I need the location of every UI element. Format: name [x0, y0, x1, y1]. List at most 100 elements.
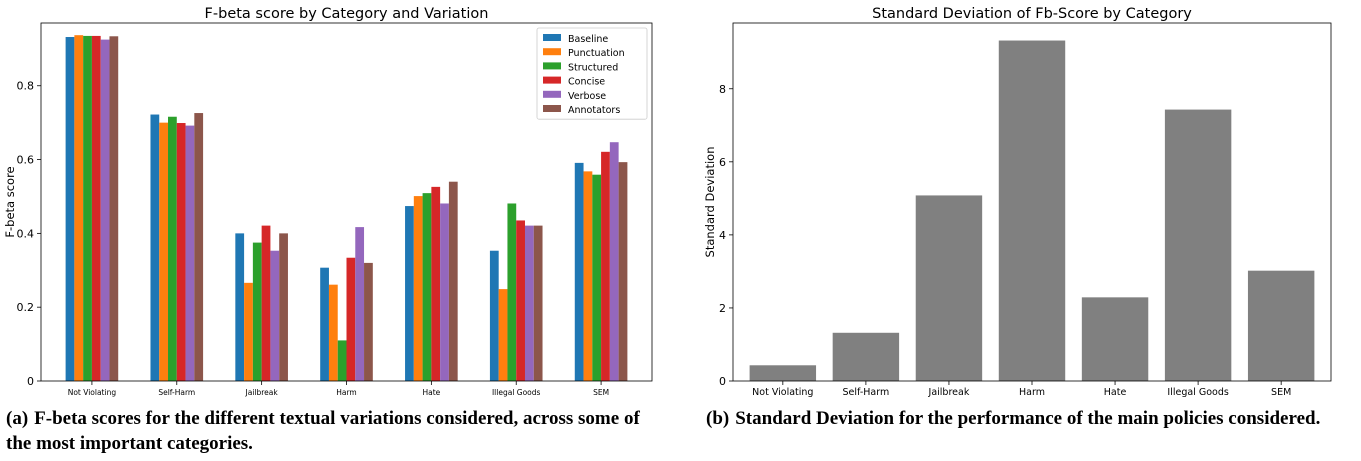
plot-frame: [40, 22, 653, 382]
bar-concise-illegal-goods: [516, 220, 525, 381]
bar-structured-sem: [592, 174, 602, 381]
bar-value-self-harm: [832, 332, 900, 381]
bar-value-jailbreak: [915, 195, 983, 381]
legend-label-annotators: Annotators: [568, 105, 620, 116]
caption-a-tag: (a): [6, 408, 29, 429]
legend: [536, 27, 648, 120]
bar-structured-self-harm: [168, 116, 177, 382]
bar-baseline-not-violating: [65, 37, 75, 382]
x-tick-label: Not Violating: [752, 387, 813, 398]
bar-concise-sem: [601, 151, 610, 381]
bar-punctuation-harm: [328, 284, 338, 381]
legend-swatch-verbose: [543, 90, 561, 98]
bar-verbose-self-harm: [185, 125, 195, 381]
bar-punctuation-self-harm: [159, 122, 169, 382]
bar-structured-hate: [422, 193, 432, 381]
y-tick-label: 0: [27, 375, 34, 388]
x-tick-label: Hate: [422, 388, 440, 397]
y-tick-label: 0: [719, 375, 726, 388]
bar-punctuation-illegal-goods: [498, 289, 508, 381]
x-tick-label: Not Violating: [68, 388, 117, 397]
bar-concise-not-violating: [91, 35, 101, 382]
bar-concise-harm: [346, 257, 356, 381]
y-axis-label: Standard Deviation: [703, 147, 717, 258]
x-tick-label: Jailbreak: [928, 387, 970, 398]
bar-verbose-hate: [440, 203, 449, 381]
y-axis-label: F-beta score: [3, 166, 17, 237]
bar-baseline-self-harm: [150, 114, 160, 381]
x-tick-label: Harm: [1019, 387, 1045, 398]
y-tick-label: 2: [719, 302, 726, 315]
y-tick-label: 0.8: [17, 80, 35, 93]
x-tick-label: Self-Harm: [843, 387, 890, 398]
bar-baseline-illegal-goods: [489, 250, 499, 381]
legend-label-structured: Structured: [568, 62, 618, 73]
x-tick-label: Hate: [1104, 387, 1127, 398]
x-tick-label: Illegal Goods: [492, 388, 541, 397]
bar-punctuation-sem: [583, 171, 593, 381]
fbeta-chart: F-beta score by Category and Variation F-…: [3, 6, 653, 397]
bar-punctuation-hate: [413, 196, 423, 381]
bar-annotators-illegal-goods: [533, 225, 543, 381]
legend-swatch-punctuation: [543, 48, 561, 56]
caption-a-text: F-beta scores for the different textual …: [6, 408, 640, 454]
legend-label-punctuation: Punctuation: [568, 48, 625, 59]
chart-title: F-beta score by Category and Variation: [205, 6, 489, 22]
bar-structured-not-violating: [83, 35, 92, 382]
bar-annotators-harm: [364, 262, 373, 381]
bar-annotators-hate: [448, 181, 458, 381]
bar-value-not-violating: [749, 365, 817, 381]
bar-verbose-harm: [355, 227, 365, 381]
y-tick-label: 0.2: [17, 301, 35, 314]
bar-annotators-jailbreak: [279, 233, 288, 381]
legend-label-concise: Concise: [568, 77, 605, 88]
y-tick-label: 6: [719, 156, 726, 169]
bar-baseline-hate: [405, 206, 414, 381]
x-tick-label: SEM: [593, 388, 609, 397]
bar-value-sem: [1247, 270, 1315, 381]
caption-b-text: Standard Deviation for the performance o…: [735, 408, 1321, 429]
bar-concise-jailbreak: [261, 225, 271, 381]
bar-annotators-self-harm: [194, 113, 204, 382]
bar-value-illegal-goods: [1164, 109, 1232, 381]
x-tick-label: Jailbreak: [245, 388, 279, 397]
bar-value-hate: [1081, 297, 1149, 381]
chart-title: Standard Deviation of Fb-Score by Catego…: [872, 6, 1192, 22]
bar-concise-self-harm: [176, 123, 186, 382]
bar-verbose-illegal-goods: [524, 225, 534, 381]
std-dev-chart: Standard Deviation of Fb-Score by Catego…: [703, 6, 1332, 398]
bar-annotators-not-violating: [109, 36, 119, 381]
x-tick-label: Self-Harm: [158, 388, 195, 397]
std-dev-chart-panel: Standard Deviation of Fb-Score by Catego…: [695, 0, 1361, 400]
figure-caption-b: (b) Standard Deviation for the performanc…: [706, 406, 1354, 431]
x-tick-label: Harm: [336, 388, 357, 397]
bar-punctuation-not-violating: [74, 35, 84, 382]
bar-annotators-sem: [618, 162, 628, 381]
caption-b-tag: (b): [706, 408, 730, 429]
bar-verbose-jailbreak: [270, 250, 280, 381]
legend-swatch-baseline: [543, 34, 561, 41]
legend-label-verbose: Verbose: [568, 91, 606, 102]
legend-label-baseline: Baseline: [568, 34, 608, 45]
bar-concise-hate: [431, 186, 441, 381]
bar-baseline-harm: [320, 267, 329, 381]
legend-swatch-structured: [543, 62, 561, 70]
bar-verbose-sem: [609, 142, 619, 381]
bar-verbose-not-violating: [100, 39, 110, 382]
y-tick-label: 0.4: [17, 227, 35, 240]
y-tick-label: 4: [719, 229, 726, 242]
bar-value-harm: [998, 40, 1066, 381]
x-tick-label: SEM: [1271, 387, 1291, 398]
bar-baseline-sem: [574, 162, 584, 381]
plot-frame: [732, 22, 1332, 382]
y-tick-label: 8: [719, 83, 726, 96]
fbeta-chart-panel: F-beta score by Category and Variation F-…: [0, 0, 665, 400]
bar-structured-illegal-goods: [507, 203, 517, 381]
legend-swatch-annotators: [543, 105, 561, 112]
x-tick-label: Illegal Goods: [1167, 387, 1228, 398]
bar-punctuation-jailbreak: [244, 282, 253, 381]
bar-structured-jailbreak: [252, 242, 262, 381]
y-tick-label: 0.6: [17, 154, 35, 167]
legend-swatch-concise: [543, 76, 561, 84]
bar-structured-harm: [337, 340, 347, 381]
